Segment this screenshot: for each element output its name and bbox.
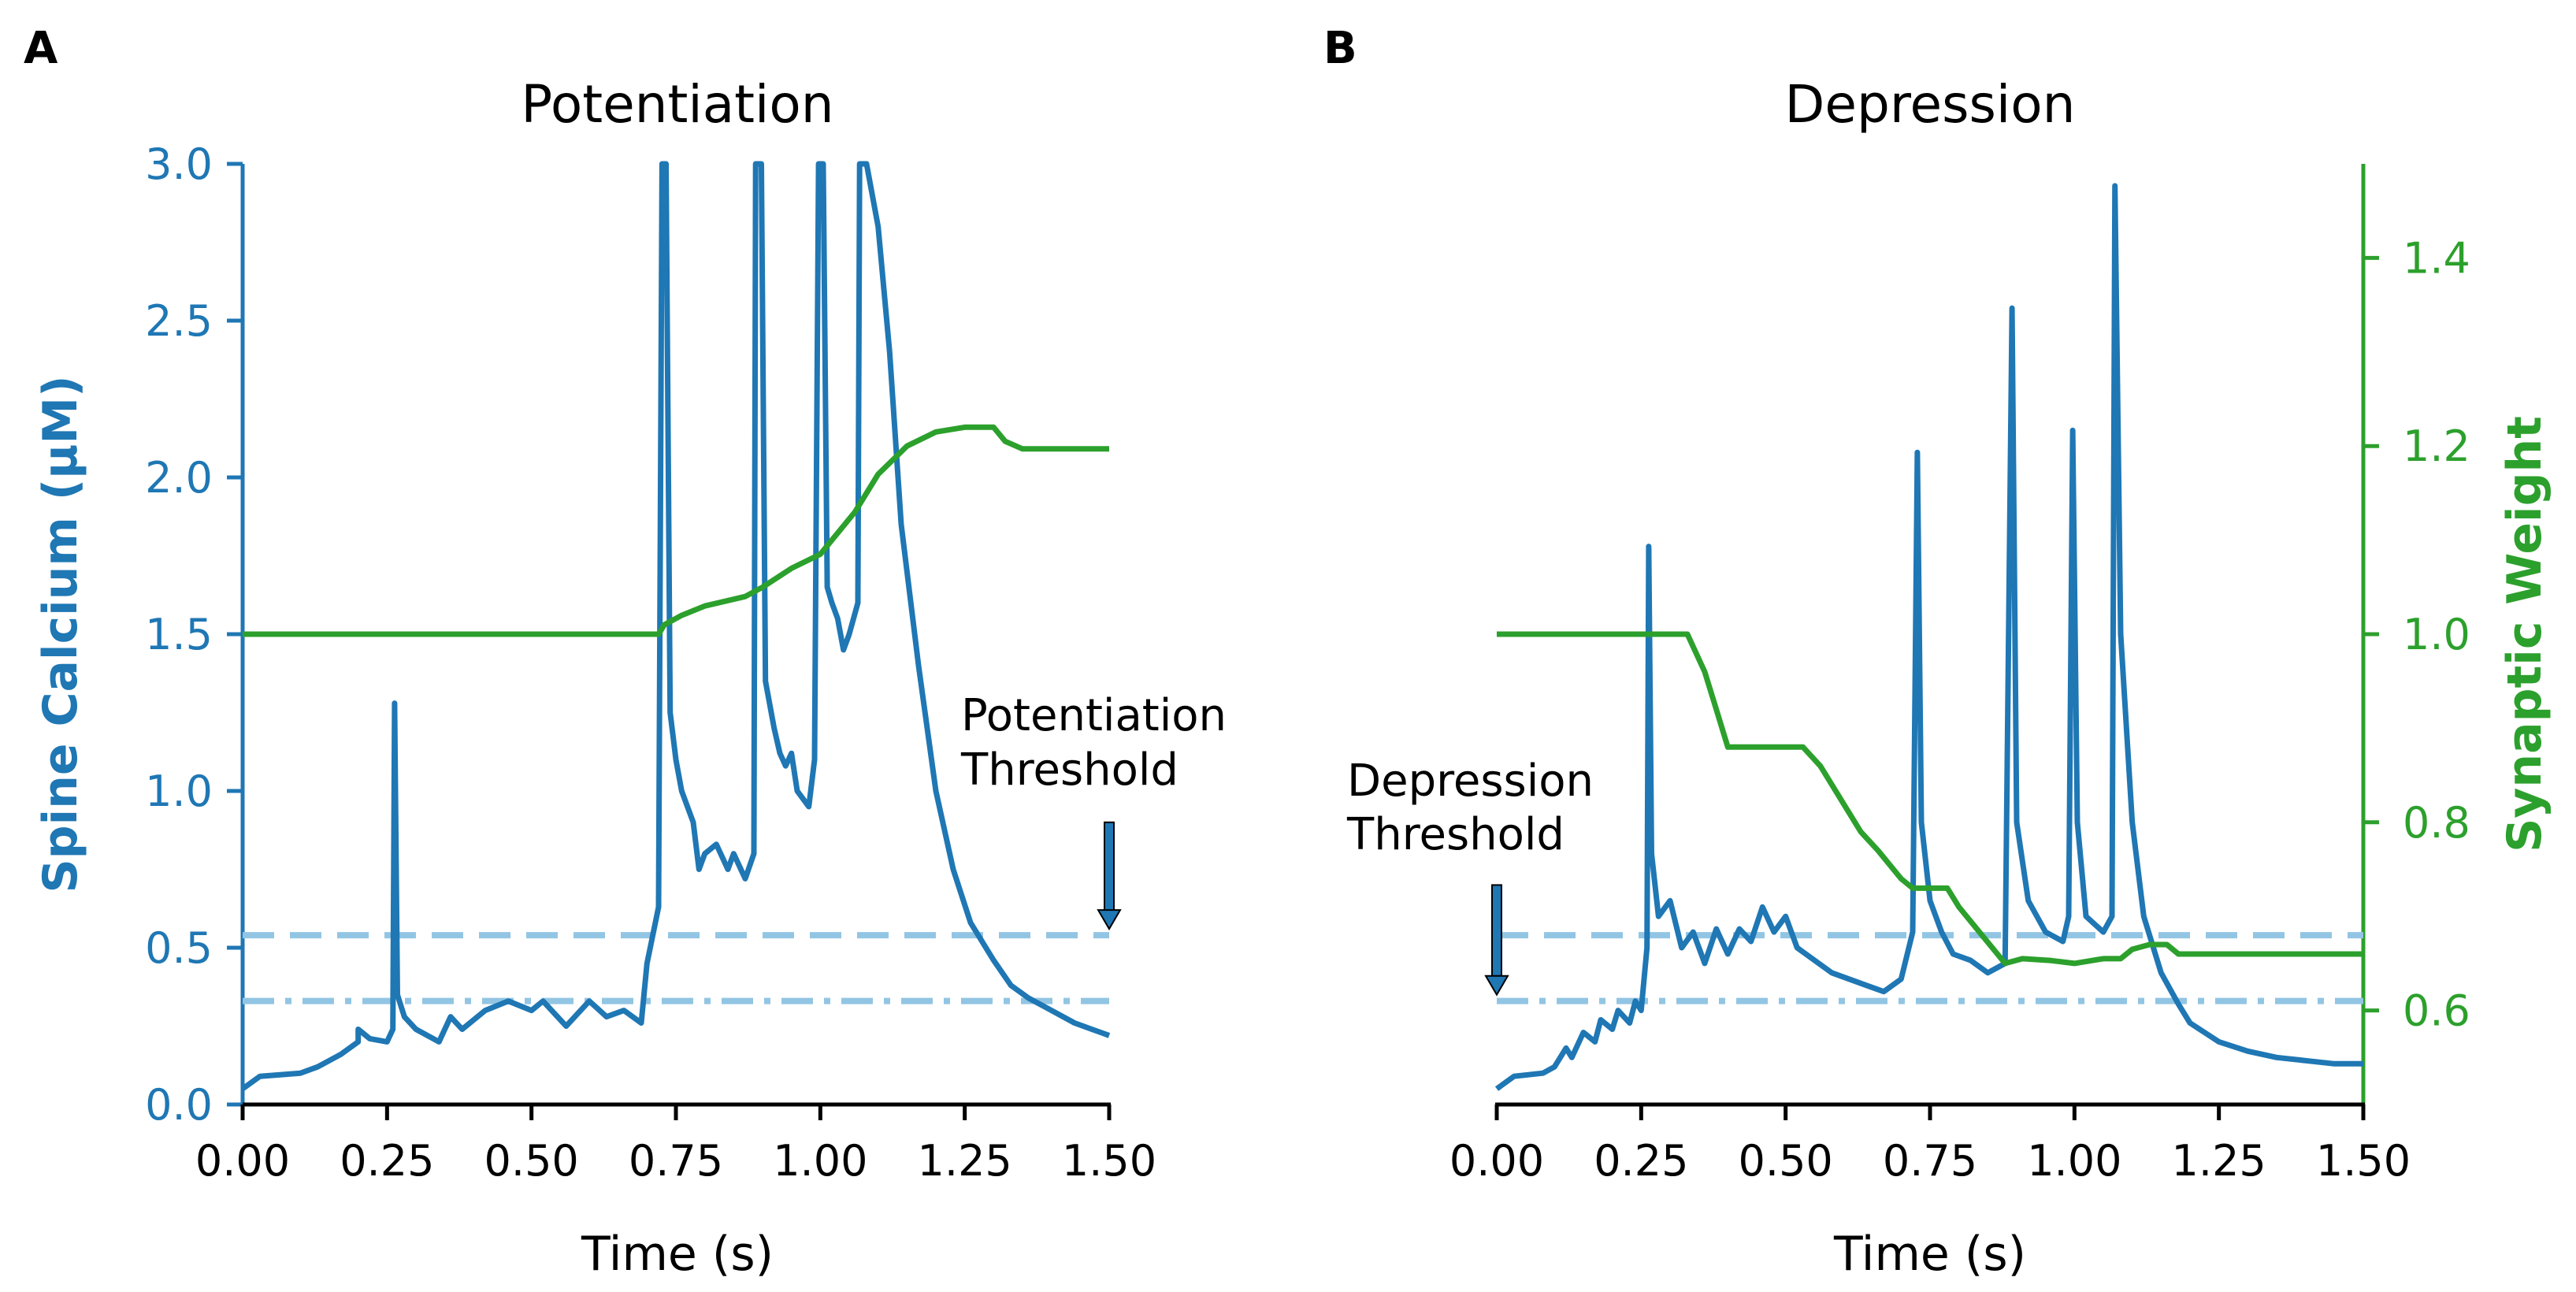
- a-y-tick-label: 1.0: [145, 767, 213, 816]
- b-y2-tick-label: 1.0: [2403, 610, 2470, 659]
- panel-b-label: B: [1323, 23, 1357, 74]
- panel-b-spine-calcium-line: [1494, 183, 2363, 1091]
- b-x-tick-label: 1.00: [2027, 1136, 2121, 1186]
- b-x-tick-label: 0.75: [1883, 1136, 1977, 1186]
- a-y-tick-label: 3.0: [145, 139, 213, 189]
- a-y-tick-label: 0.0: [145, 1080, 213, 1130]
- b-x-tick-label: 0.00: [1449, 1136, 1544, 1186]
- panel-a-y-axis-label: Spine Calcium (µM): [33, 375, 88, 893]
- b-arrow-shaft: [1491, 884, 1502, 978]
- panel-b: B Depression 0.6 0.8 1.0 1.2 1.4 0.00 0.25 0.5…: [1323, 23, 2552, 1282]
- panel-b-x-axis-label: Time (s): [1833, 1227, 2026, 1282]
- panel-b-annotation-line2: Threshold: [1346, 809, 1565, 860]
- panel-a-synaptic-weight-line: [243, 424, 1109, 637]
- a-y-tick-label: 2.5: [145, 296, 213, 346]
- b-y2-tick-label: 0.8: [2403, 798, 2470, 848]
- a-x-tick-label: 0.50: [484, 1136, 579, 1186]
- panel-b-threshold-arrow: [1484, 884, 1509, 997]
- panel-a-annotation-line2: Threshold: [960, 744, 1179, 796]
- b-x-tick-label: 0.25: [1594, 1136, 1688, 1186]
- a-x-tick-label: 0.25: [340, 1136, 434, 1186]
- panel-b-synaptic-weight-line: [1497, 631, 2363, 967]
- panel-a-x-ticks: 0.00 0.25 0.50 0.75 1.00 1.25 1.50: [195, 1105, 1156, 1186]
- a-x-tick-label: 0.00: [195, 1136, 290, 1186]
- b-x-tick-label: 0.50: [1739, 1136, 1833, 1186]
- b-y2-tick-label: 1.4: [2403, 233, 2470, 283]
- panel-a-spine-calcium-line: [240, 161, 1111, 1091]
- panel-a-annotation-line1: Potentiation: [961, 690, 1227, 741]
- panel-b-x-ticks: 0.00 0.25 0.50 0.75 1.00 1.25 1.50: [1449, 1105, 2411, 1186]
- a-arrow-shaft: [1104, 821, 1115, 913]
- panel-a: A Potentiation 0.0 0.5 1.0 1.5 2.0 2.5 3.0 0.0…: [24, 23, 1227, 1282]
- b-y2-tick-label: 1.2: [2403, 421, 2470, 471]
- panel-a-label: A: [24, 23, 58, 74]
- b-x-tick-label: 1.50: [2316, 1136, 2411, 1186]
- panel-b-y2-axis-label: Synaptic Weight: [2497, 416, 2552, 852]
- panel-b-annotation-line1: Depression: [1347, 756, 1594, 807]
- a-y-tick-label: 2.0: [145, 453, 213, 503]
- panel-b-title: Depression: [1785, 74, 2076, 135]
- b-arrow-head: [1484, 975, 1509, 997]
- panel-a-threshold-arrow: [1097, 821, 1122, 931]
- panel-b-y2-ticks: 0.6 0.8 1.0 1.2 1.4: [2363, 233, 2470, 1036]
- a-x-tick-label: 0.75: [629, 1136, 723, 1186]
- a-x-tick-label: 1.25: [918, 1136, 1012, 1186]
- a-arrow-head: [1097, 909, 1122, 931]
- a-y-tick-label: 0.5: [145, 923, 213, 973]
- panel-a-x-axis-label: Time (s): [581, 1227, 774, 1282]
- a-x-tick-label: 1.50: [1062, 1136, 1156, 1186]
- a-y-tick-label: 1.5: [145, 610, 213, 659]
- panel-a-title: Potentiation: [521, 74, 833, 135]
- a-x-tick-label: 1.00: [773, 1136, 867, 1186]
- b-y2-tick-label: 0.6: [2403, 986, 2470, 1036]
- b-x-tick-label: 1.25: [2172, 1136, 2266, 1186]
- panel-a-y-ticks: 0.0 0.5 1.0 1.5 2.0 2.5 3.0: [145, 139, 243, 1130]
